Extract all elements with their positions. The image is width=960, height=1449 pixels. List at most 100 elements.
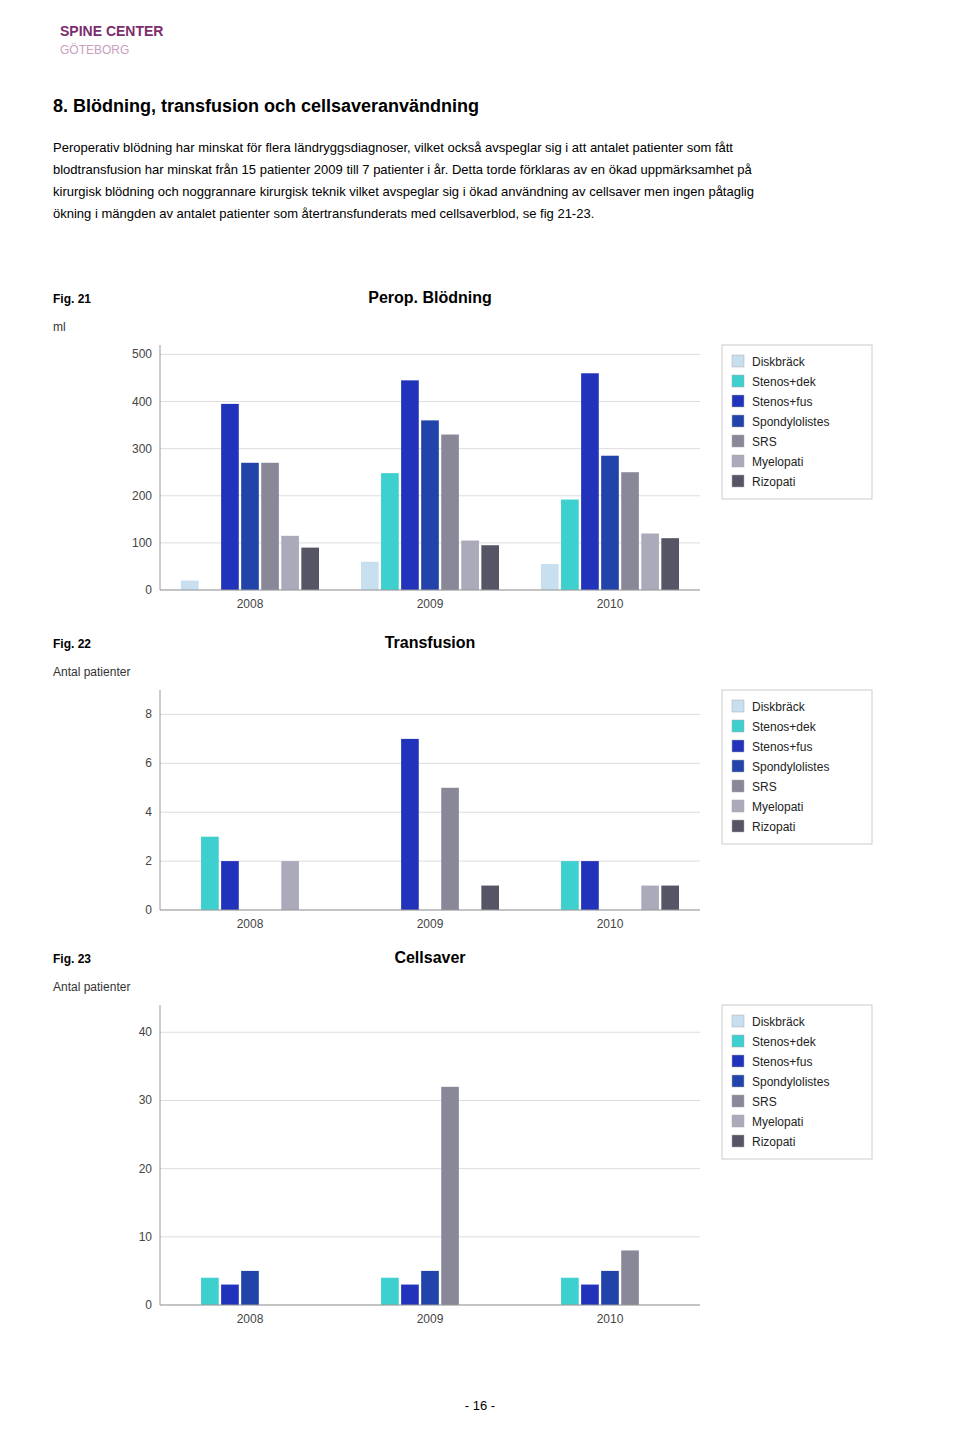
body-text: kirurgisk blödning och noggrannare kirur… <box>53 184 754 199</box>
bar <box>221 404 239 590</box>
legend-entry: Myelopati <box>752 1115 803 1129</box>
chart: Fig. 21Perop. Blödningml0100200300400500… <box>53 289 872 611</box>
bar <box>621 1250 639 1305</box>
x-tick-label: 2008 <box>237 917 264 931</box>
bar <box>381 473 399 590</box>
legend-entry: Rizopati <box>752 1135 795 1149</box>
bar <box>561 500 579 590</box>
x-axis: 200820092010 <box>160 1305 700 1326</box>
bar <box>661 538 679 590</box>
bar <box>281 861 299 910</box>
grid-line <box>160 590 700 591</box>
bar <box>201 837 219 910</box>
logo-place: GÖTEBORG <box>60 43 129 57</box>
y-tick-label: 0 <box>145 1298 152 1312</box>
y-axis-label: Antal patienter <box>53 980 130 994</box>
bar <box>481 545 499 590</box>
bar <box>201 1278 219 1305</box>
bar <box>221 861 239 910</box>
legend-swatch <box>732 800 744 812</box>
bar <box>441 1087 459 1305</box>
legend-entry: Rizopati <box>752 820 795 834</box>
y-axis-label: ml <box>53 320 66 334</box>
legend-entry: Rizopati <box>752 475 795 489</box>
legend-entry: Stenos+fus <box>752 740 812 754</box>
bar <box>261 463 279 590</box>
y-tick-label: 100 <box>132 536 152 550</box>
y-axis: 02468 <box>145 690 700 917</box>
grid-line <box>160 1305 700 1306</box>
bar <box>481 886 499 910</box>
bar <box>401 739 419 910</box>
legend-swatch <box>732 415 744 427</box>
bar <box>421 420 439 590</box>
x-tick-label: 2010 <box>597 597 624 611</box>
page-title: 8. Blödning, transfusion och cellsaveran… <box>53 96 479 116</box>
legend-swatch <box>732 395 744 407</box>
y-tick-label: 2 <box>145 854 152 868</box>
bar <box>301 548 319 590</box>
chart-title: Cellsaver <box>394 949 465 966</box>
bar <box>581 861 599 910</box>
grid-line <box>160 763 700 764</box>
background <box>0 0 960 1449</box>
x-axis: 200820092010 <box>160 910 700 931</box>
legend-entry: Myelopati <box>752 800 803 814</box>
bar <box>461 541 479 590</box>
legend-frame <box>722 1005 872 1159</box>
body-text: Peroperativ blödning har minskat för fle… <box>53 140 733 155</box>
bar <box>561 1278 579 1305</box>
grid-line <box>160 910 700 911</box>
bar <box>641 533 659 590</box>
legend-swatch <box>732 720 744 732</box>
legend-entry: SRS <box>752 1095 777 1109</box>
grid-line <box>160 714 700 715</box>
logo-name: SPINE CENTER <box>60 23 163 39</box>
y-tick-label: 400 <box>132 395 152 409</box>
legend-swatch <box>732 1075 744 1087</box>
legend-entry: Diskbräck <box>752 1015 806 1029</box>
bars <box>181 373 679 590</box>
figure-label: Fig. 23 <box>53 952 91 966</box>
page-number: - 16 - <box>465 1398 495 1413</box>
bars <box>201 1087 639 1305</box>
bar <box>601 1271 619 1305</box>
y-axis: 0100200300400500 <box>132 345 700 597</box>
legend-entry: Diskbräck <box>752 700 806 714</box>
x-axis-line <box>160 910 700 911</box>
bar <box>421 1271 439 1305</box>
y-axis-line <box>160 345 161 590</box>
grid-line <box>160 812 700 813</box>
y-tick-label: 500 <box>132 347 152 361</box>
chart-title: Perop. Blödning <box>368 289 492 306</box>
legend-entry: Spondylolistes <box>752 760 829 774</box>
y-tick-label: 6 <box>145 756 152 770</box>
legend-entry: Myelopati <box>752 455 803 469</box>
x-tick-label: 2009 <box>417 917 444 931</box>
x-tick-label: 2008 <box>237 1312 264 1326</box>
bar <box>221 1285 239 1305</box>
x-tick-label: 2008 <box>237 597 264 611</box>
legend-entry: Stenos+fus <box>752 1055 812 1069</box>
legend-swatch <box>732 1135 744 1147</box>
legend-swatch <box>732 700 744 712</box>
bar <box>281 536 299 590</box>
page-canvas: SPINE CENTER GÖTEBORG 8. Blödning, transfu… <box>0 0 960 1449</box>
figure-label: Fig. 21 <box>53 292 91 306</box>
y-tick-label: 0 <box>145 583 152 597</box>
y-tick-label: 200 <box>132 489 152 503</box>
bar <box>641 886 659 910</box>
bar <box>241 1271 259 1305</box>
grid-line <box>160 861 700 862</box>
x-axis-line <box>160 1305 700 1306</box>
bar <box>401 380 419 590</box>
legend-entry: SRS <box>752 780 777 794</box>
grid-line <box>160 1168 700 1169</box>
y-tick-label: 0 <box>145 903 152 917</box>
legend-entry: Stenos+dek <box>752 1035 817 1049</box>
bar <box>541 564 559 590</box>
bar <box>181 581 199 590</box>
y-axis-line <box>160 690 161 910</box>
x-tick-label: 2009 <box>417 1312 444 1326</box>
bar <box>621 472 639 590</box>
